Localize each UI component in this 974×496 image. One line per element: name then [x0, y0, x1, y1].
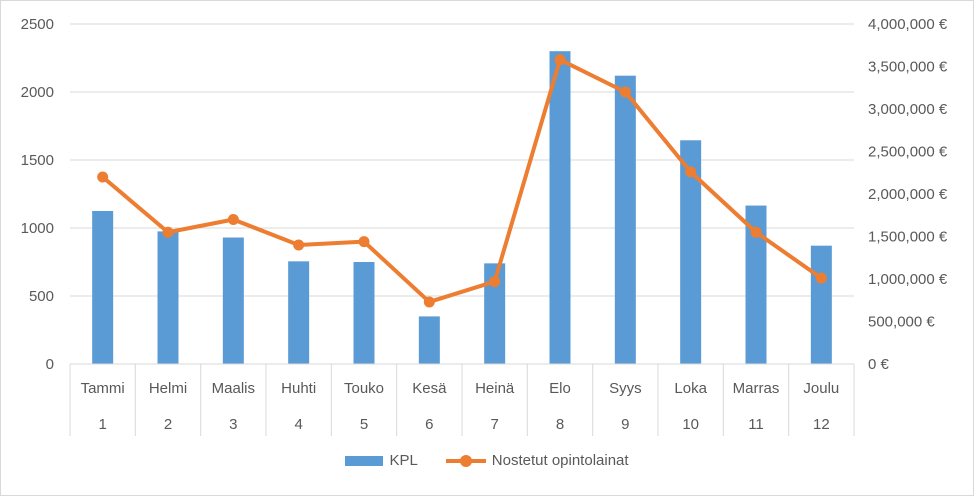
category-number-label: 2 [164, 416, 172, 433]
left-axis-ticks: 0 500 1000 1500 2000 2500 [21, 16, 54, 373]
bar [222, 237, 244, 364]
left-tick-label: 500 [29, 288, 54, 305]
left-tick-label: 2000 [21, 84, 54, 101]
line-point [815, 272, 827, 284]
legend-item-kpl: KPL [345, 452, 418, 469]
bar [614, 75, 636, 365]
category-number-label: 3 [229, 416, 237, 433]
category-number-label: 5 [360, 416, 368, 433]
left-tick-label: 2500 [21, 16, 54, 33]
right-tick-label: 2,500,000 € [868, 144, 948, 161]
bar [92, 211, 114, 364]
bar [418, 316, 440, 364]
category-axis: Tammi Helmi Maalis Huhti Touko Kesä Heinä Elo Sy… [69, 363, 855, 436]
line-point [423, 296, 435, 308]
category-label: Marras [733, 380, 780, 397]
category-number-label: 7 [490, 416, 498, 433]
category-number-label: 9 [621, 416, 629, 433]
left-tick-label: 1500 [21, 152, 54, 169]
legend: KPL Nostetut opintolainat [0, 452, 974, 469]
right-tick-label: 1,500,000 € [868, 229, 948, 246]
right-tick-label: 3,000,000 € [868, 101, 948, 118]
line-point [227, 214, 239, 225]
legend-label-kpl: KPL [389, 452, 418, 469]
category-label: Helmi [149, 380, 187, 397]
category-number-label: 8 [556, 416, 564, 433]
line-point [97, 171, 109, 183]
line-point [685, 166, 697, 178]
right-tick-label: 0 € [868, 356, 890, 373]
bar [549, 51, 571, 364]
bar [288, 261, 310, 364]
right-axis-ticks: 0 € 500,000 € 1,000,000 € 1,500,000 € 2,000,… [868, 16, 948, 373]
legend-label-opintolainat: Nostetut opintolainat [491, 452, 629, 469]
line-point [554, 54, 566, 66]
bar [484, 263, 506, 364]
legend-line-swatch [445, 454, 486, 467]
category-label: Touko [344, 380, 384, 397]
bar [810, 245, 832, 364]
line-point [358, 236, 370, 248]
category-label: Loka [674, 380, 707, 397]
category-label: Joulu [803, 380, 839, 397]
line-point [619, 86, 631, 98]
category-number-label: 11 [748, 416, 764, 433]
bar [745, 205, 767, 364]
line-series-opintolainat [97, 54, 827, 308]
category-label: Maalis [212, 380, 255, 397]
line-point [489, 276, 501, 288]
right-tick-label: 500,000 € [868, 314, 935, 331]
category-label: Syys [609, 380, 642, 397]
line-point [162, 226, 174, 238]
category-number-label: 10 [682, 416, 699, 433]
bar [157, 231, 179, 364]
category-number-label: 12 [813, 416, 830, 433]
category-label: Huhti [281, 380, 316, 397]
left-tick-label: 0 [46, 356, 54, 373]
right-tick-label: 3,500,000 € [868, 59, 948, 76]
bar [353, 262, 375, 364]
legend-bar-swatch [345, 455, 384, 466]
line-point [293, 239, 305, 251]
category-label: Elo [549, 380, 571, 397]
bar [680, 140, 702, 364]
gridlines [70, 23, 854, 297]
bar-series-kpl [92, 51, 832, 365]
series-line [101, 57, 823, 304]
category-number-label: 6 [425, 416, 433, 433]
left-tick-label: 1000 [21, 220, 54, 237]
legend-item-opintolainat: Nostetut opintolainat [445, 452, 629, 469]
category-label: Tammi [81, 380, 125, 397]
right-tick-label: 2,000,000 € [868, 186, 948, 203]
right-tick-label: 4,000,000 € [868, 16, 948, 33]
line-point [750, 226, 762, 238]
category-number-label: 4 [294, 416, 302, 433]
right-tick-label: 1,000,000 € [868, 271, 948, 288]
category-label: Heinä [475, 380, 515, 397]
category-label: Kesä [412, 380, 447, 397]
category-number-label: 1 [98, 416, 106, 433]
